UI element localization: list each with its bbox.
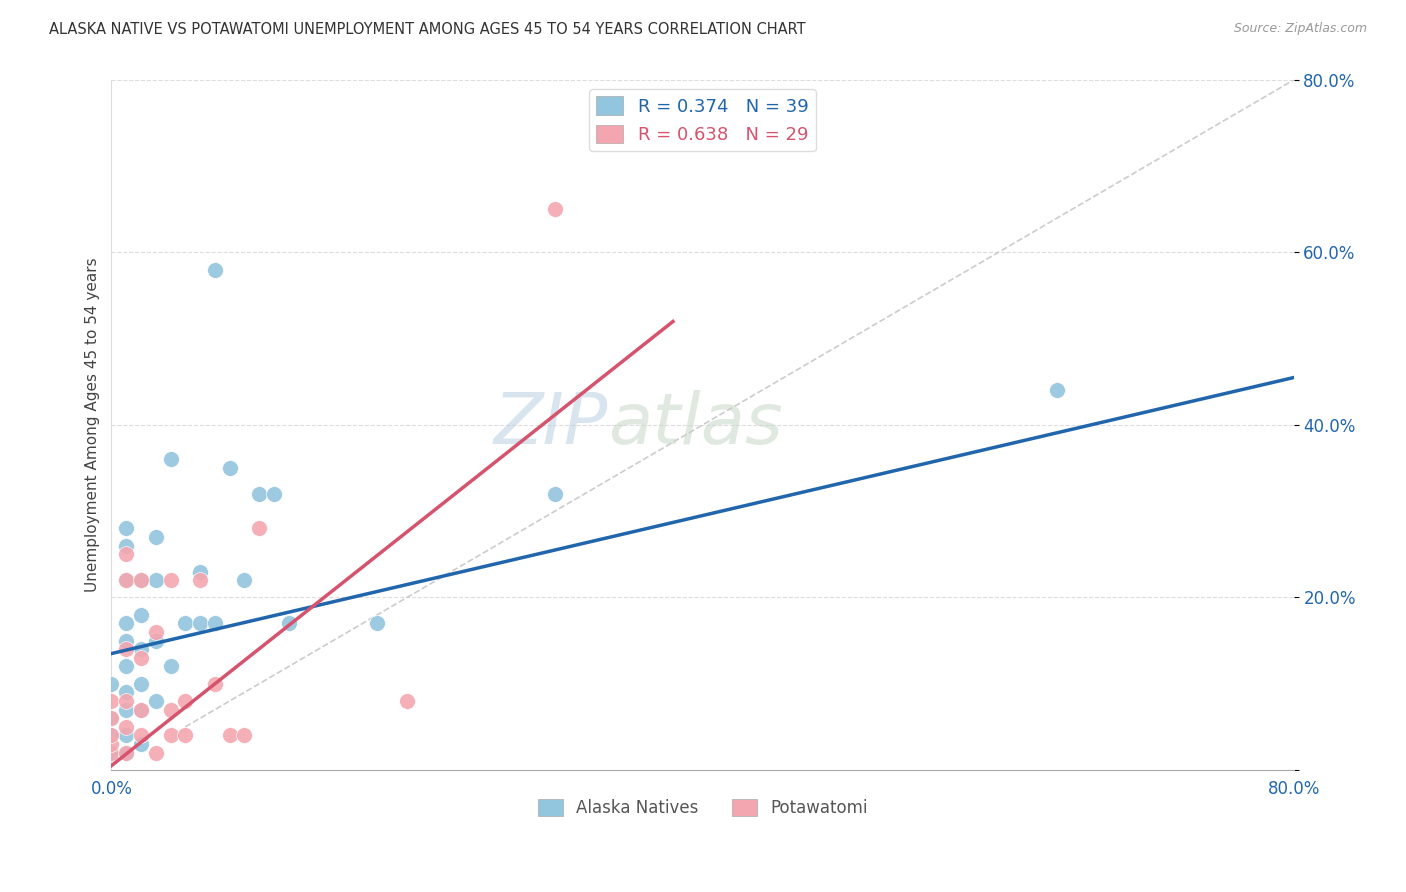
Point	[115, 659, 138, 673]
Point	[100, 737, 122, 751]
Point	[145, 625, 167, 640]
Text: Source: ZipAtlas.com: Source: ZipAtlas.com	[1233, 22, 1367, 36]
Point	[100, 746, 122, 760]
Point	[100, 711, 122, 725]
Point	[129, 573, 152, 587]
Point	[247, 521, 270, 535]
Point	[159, 729, 181, 743]
Point	[115, 573, 138, 587]
Point	[100, 694, 122, 708]
Point	[204, 677, 226, 691]
Point	[174, 729, 197, 743]
Legend: Alaska Natives, Potawatomi: Alaska Natives, Potawatomi	[531, 792, 875, 824]
Point	[100, 729, 122, 743]
Point	[129, 573, 152, 587]
Point	[129, 703, 152, 717]
Point	[129, 737, 152, 751]
Point	[263, 487, 285, 501]
Point	[544, 487, 567, 501]
Point	[145, 746, 167, 760]
Point	[115, 746, 138, 760]
Point	[544, 202, 567, 217]
Point	[115, 703, 138, 717]
Point	[145, 633, 167, 648]
Point	[218, 461, 240, 475]
Point	[129, 703, 152, 717]
Point	[129, 607, 152, 622]
Point	[159, 659, 181, 673]
Point	[1046, 384, 1069, 398]
Point	[218, 729, 240, 743]
Point	[115, 573, 138, 587]
Point	[100, 677, 122, 691]
Point	[188, 573, 211, 587]
Point	[129, 651, 152, 665]
Point	[115, 746, 138, 760]
Point	[233, 573, 256, 587]
Point	[129, 642, 152, 657]
Point	[145, 694, 167, 708]
Text: ALASKA NATIVE VS POTAWATOMI UNEMPLOYMENT AMONG AGES 45 TO 54 YEARS CORRELATION C: ALASKA NATIVE VS POTAWATOMI UNEMPLOYMENT…	[49, 22, 806, 37]
Point	[115, 633, 138, 648]
Point	[115, 547, 138, 561]
Point	[366, 616, 388, 631]
Point	[100, 711, 122, 725]
Point	[204, 616, 226, 631]
Point	[115, 521, 138, 535]
Point	[188, 565, 211, 579]
Point	[129, 677, 152, 691]
Point	[159, 452, 181, 467]
Point	[174, 616, 197, 631]
Point	[115, 642, 138, 657]
Point	[159, 573, 181, 587]
Point	[115, 616, 138, 631]
Point	[395, 694, 418, 708]
Point	[115, 729, 138, 743]
Point	[247, 487, 270, 501]
Point	[277, 616, 299, 631]
Point	[115, 685, 138, 699]
Y-axis label: Unemployment Among Ages 45 to 54 years: Unemployment Among Ages 45 to 54 years	[86, 258, 100, 592]
Point	[145, 573, 167, 587]
Text: atlas: atlas	[607, 391, 783, 459]
Point	[100, 746, 122, 760]
Point	[145, 530, 167, 544]
Point	[159, 703, 181, 717]
Point	[115, 694, 138, 708]
Point	[204, 262, 226, 277]
Point	[233, 729, 256, 743]
Point	[174, 694, 197, 708]
Point	[188, 616, 211, 631]
Point	[129, 729, 152, 743]
Text: ZIP: ZIP	[494, 391, 607, 459]
Point	[100, 729, 122, 743]
Point	[115, 539, 138, 553]
Point	[115, 720, 138, 734]
